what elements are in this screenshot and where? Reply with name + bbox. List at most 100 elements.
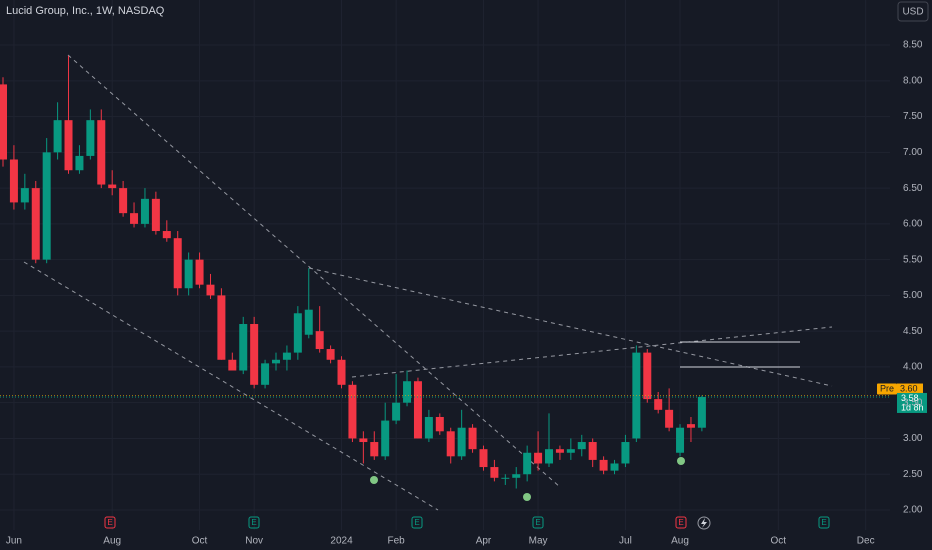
pre-price-tag-text: Pre: [880, 383, 894, 393]
signal-dot: [523, 493, 531, 501]
candle-body: [577, 442, 586, 450]
event-marker: [818, 516, 830, 529]
y-tick-label: 7.50: [903, 111, 923, 122]
trend-line: [67, 54, 561, 488]
candle-body: [206, 284, 215, 296]
event-label: E: [107, 518, 112, 527]
x-tick-label: Aug: [103, 536, 121, 547]
candle-body: [545, 449, 553, 464]
x-tick-label: Jul: [619, 536, 632, 547]
x-tick-label: 2024: [330, 536, 353, 547]
candle-body: [140, 198, 149, 224]
trend-line: [23, 261, 439, 511]
candle-body: [75, 155, 84, 171]
y-tick-label: 8.50: [903, 40, 923, 51]
event-label: E: [535, 518, 540, 527]
candle-body: [20, 188, 29, 203]
candle-body: [588, 442, 597, 460]
x-tick-label: May: [529, 536, 548, 547]
event-label: E: [678, 518, 683, 527]
candle-body: [512, 474, 521, 478]
candle-body: [195, 259, 204, 285]
y-tick-label: 6.00: [903, 219, 923, 230]
chart-title: Lucid Group, Inc., 1W, NASDAQ: [6, 5, 165, 17]
candle-body: [643, 352, 652, 400]
candle-body: [217, 295, 226, 360]
candle-body: [53, 120, 62, 153]
lightning-icon: [701, 518, 707, 528]
candle-body: [468, 427, 477, 450]
candle-body: [676, 427, 685, 453]
candle-body: [686, 424, 695, 428]
candle-body: [566, 449, 575, 453]
candle-body: [86, 120, 95, 156]
candle-body: [130, 213, 139, 224]
candle-body: [621, 442, 630, 464]
currency-label[interactable]: USD: [902, 7, 923, 18]
candle-body: [293, 313, 302, 353]
split-icon: [697, 516, 711, 530]
candle-body: [610, 463, 619, 471]
candle-body: [282, 352, 291, 360]
x-tick-label: Oct: [771, 536, 787, 547]
trend-line: [351, 326, 833, 378]
y-tick-label: 7.00: [903, 147, 923, 158]
y-tick-label: 3.50: [903, 397, 923, 408]
candle-body: [370, 442, 379, 457]
pre-price-box: [897, 383, 923, 395]
candle-body: [697, 396, 706, 428]
y-tick-label: 4.00: [903, 362, 923, 373]
candle-body: [555, 449, 564, 453]
candle-body: [337, 359, 346, 385]
candle-body: [534, 452, 543, 464]
candle-body: [599, 459, 608, 471]
candle-body: [261, 363, 270, 385]
candle-body: [97, 120, 106, 185]
event-marker: [248, 516, 260, 529]
candle-body: [162, 231, 171, 239]
x-tick-label: Nov: [245, 536, 263, 547]
candle-body: [228, 359, 237, 371]
signal-dot: [370, 476, 378, 484]
candle-body: [523, 452, 532, 475]
y-tick-label: 3.00: [903, 433, 923, 444]
x-tick-label: Feb: [388, 536, 406, 547]
candle-body: [0, 84, 7, 160]
candle-body: [446, 431, 455, 457]
candle-body: [31, 188, 40, 260]
candle-body: [392, 402, 401, 421]
candle-body: [665, 409, 674, 428]
candle-body: [403, 381, 412, 403]
trend-line: [308, 267, 833, 387]
signal-dot: [677, 457, 685, 465]
y-tick-label: 5.50: [903, 254, 923, 265]
candle-body: [304, 309, 313, 335]
x-tick-label: Jun: [6, 536, 22, 547]
candle-body: [490, 467, 499, 478]
last-price-box: [897, 392, 927, 413]
currency-button[interactable]: [897, 1, 929, 22]
candle-body: [457, 427, 466, 457]
y-tick-label: 4.50: [903, 326, 923, 337]
y-tick-label: 2.50: [903, 469, 923, 480]
y-tick-label: 2.00: [903, 505, 923, 516]
pre-price-tag: [877, 383, 897, 395]
y-tick-label: 5.00: [903, 290, 923, 301]
candle-body: [108, 184, 117, 189]
candle-body: [413, 381, 422, 439]
y-tick-label: 8.00: [903, 75, 923, 86]
candle-body: [424, 416, 433, 439]
candle-body: [151, 198, 160, 232]
candle-body: [272, 359, 280, 364]
event-marker: [411, 516, 423, 529]
event-label: E: [821, 518, 826, 527]
candle-body: [381, 420, 390, 457]
last-price-label: 3.58: [901, 393, 919, 403]
event-label: E: [414, 518, 419, 527]
candle-body: [315, 331, 324, 350]
event-marker: [675, 516, 687, 529]
candle-body: [9, 159, 18, 203]
